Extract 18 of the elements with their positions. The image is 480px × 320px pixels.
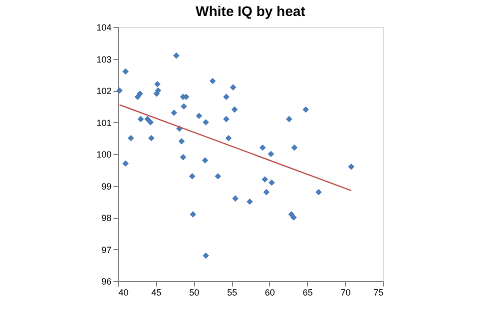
- x-tick-label: 70: [340, 288, 351, 298]
- y-tick-label: 96: [101, 276, 112, 286]
- y-tick-label: 103: [96, 54, 112, 64]
- y-tick-label: 104: [96, 22, 112, 32]
- y-tick-label: 99: [101, 181, 112, 192]
- y-tick-label: 101: [96, 118, 112, 128]
- chart-title: White IQ by heat: [196, 3, 306, 19]
- x-tick-label: 60: [264, 288, 275, 298]
- y-tick-label: 100: [96, 150, 112, 160]
- x-tick-label: 75: [373, 288, 384, 298]
- x-tick-label: 55: [227, 288, 238, 298]
- y-tick-label: 97: [101, 244, 112, 255]
- x-tick-label: 45: [151, 288, 162, 298]
- x-tick-label: 50: [189, 288, 200, 298]
- y-tick-label: 102: [96, 86, 112, 96]
- x-tick-label: 40: [118, 288, 129, 298]
- y-tick-label: 98: [101, 213, 112, 223]
- x-tick-label: 65: [302, 288, 313, 298]
